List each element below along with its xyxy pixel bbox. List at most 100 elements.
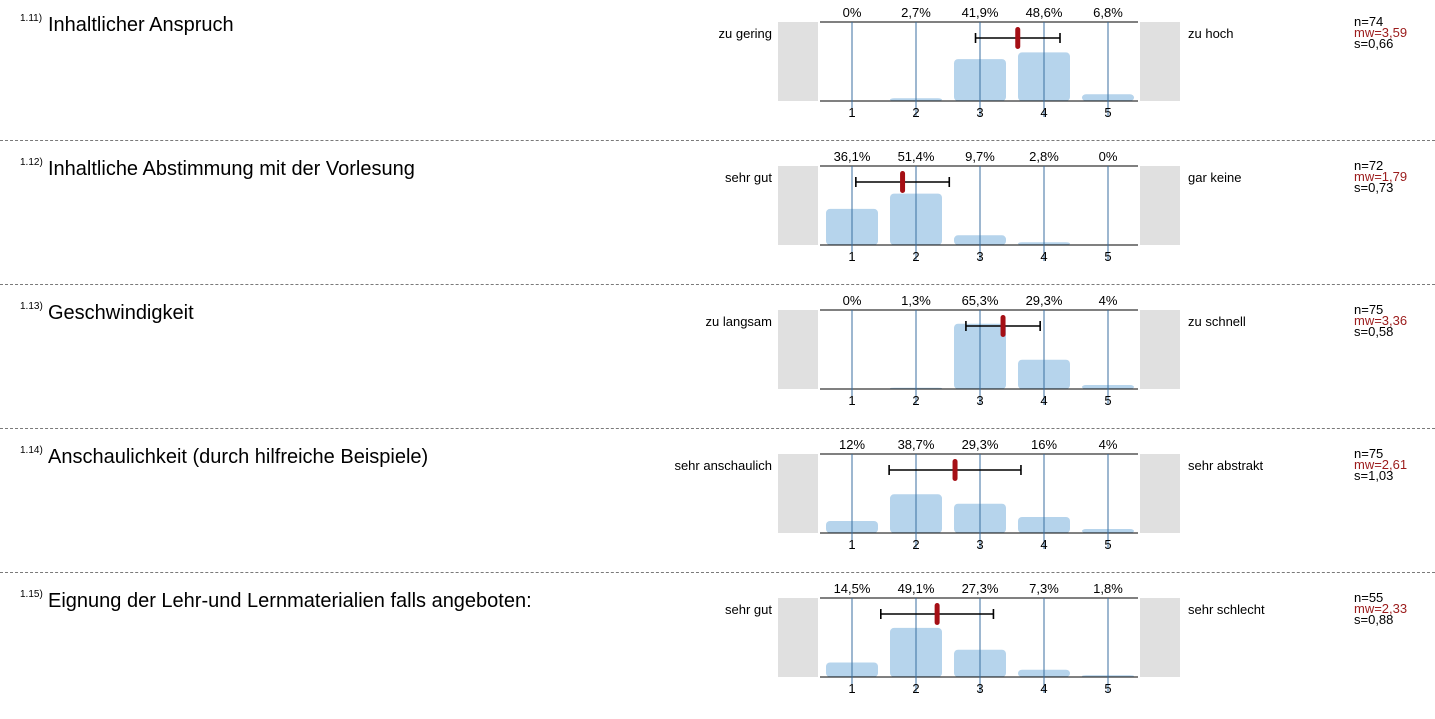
- category-label: 4: [1040, 393, 1047, 408]
- mean-marker: [900, 171, 906, 193]
- mean-marker: [1015, 27, 1021, 49]
- category-label: 4: [1040, 105, 1047, 120]
- histogram-chart: 0% 1,3% 65,3% 29,3% 4% 1 2 3 4 5: [778, 293, 1180, 408]
- category-label: 4: [1040, 681, 1047, 696]
- scale-right-label: sehr schlecht: [1188, 602, 1265, 617]
- category-label: 3: [976, 105, 983, 120]
- question-number: 1.14): [20, 445, 43, 456]
- scale-right-label: sehr abstrakt: [1188, 458, 1264, 473]
- mean-marker: [1000, 315, 1006, 337]
- question-row: 1.15) Eignung der Lehr-und Lernmaterialie…: [0, 576, 1435, 719]
- question-title: Anschaulichkeit (durch hilfreiche Beispi…: [48, 446, 429, 468]
- stat-sd: s=0,73: [1354, 180, 1394, 195]
- category-label: 3: [976, 537, 983, 552]
- stat-sd: s=1,03: [1354, 468, 1394, 483]
- row-divider: [0, 284, 1435, 285]
- question-row: 1.12) Inhaltliche Abstimmung mit der Vorl…: [0, 144, 1435, 287]
- stats-block: n=75 mw=3,36 s=0,58: [1354, 302, 1408, 339]
- stat-n: n=75: [1354, 302, 1384, 317]
- category-label: 1: [848, 105, 855, 120]
- category-label: 5: [1104, 249, 1111, 264]
- side-panel-right: [1140, 598, 1180, 677]
- percent-label: 6,8%: [1093, 5, 1123, 20]
- scale-right-label: zu schnell: [1188, 314, 1246, 329]
- histogram-chart: 36,1% 51,4% 9,7% 2,8% 0% 1 2 3 4 5: [778, 149, 1180, 264]
- percent-label: 29,3%: [1026, 293, 1063, 308]
- percent-label: 29,3%: [962, 437, 999, 452]
- percent-label: 12%: [839, 437, 865, 452]
- mean-marker: [952, 459, 958, 481]
- side-panel-left: [778, 22, 818, 101]
- percent-label: 27,3%: [962, 581, 999, 596]
- histogram-chart: 0% 2,7% 41,9% 48,6% 6,8% 1 2 3 4 5: [778, 5, 1180, 120]
- stat-n: n=72: [1354, 158, 1384, 173]
- stat-sd: s=0,58: [1354, 324, 1394, 339]
- percent-label: 48,6%: [1026, 5, 1063, 20]
- scale-left-label: zu gering: [718, 26, 772, 41]
- category-label: 2: [912, 393, 919, 408]
- stat-mean: mw=3,59: [1354, 25, 1408, 40]
- percent-label: 41,9%: [962, 5, 999, 20]
- question-number: 1.15): [20, 589, 43, 600]
- stats-block: n=55 mw=2,33 s=0,88: [1354, 590, 1407, 626]
- percent-label: 14,5%: [834, 581, 871, 596]
- percent-label: 0%: [843, 5, 862, 20]
- question-number: 1.11): [20, 13, 43, 24]
- percent-label: 2,7%: [901, 5, 931, 20]
- category-label: 4: [1040, 249, 1047, 264]
- row-divider: [0, 572, 1435, 573]
- question-row: 1.13) Geschwindigkeit zu langsam zu schnell…: [0, 288, 1435, 431]
- percent-label: 65,3%: [962, 293, 999, 308]
- category-label: 3: [976, 393, 983, 408]
- percent-label: 0%: [843, 293, 862, 308]
- scale-left-label: sehr anschaulich: [674, 458, 772, 473]
- category-label: 2: [912, 249, 919, 264]
- stat-n: n=75: [1354, 446, 1384, 461]
- percent-label: 49,1%: [898, 581, 935, 596]
- stats-block: n=74 mw=3,59 s=0,66: [1354, 14, 1408, 51]
- histogram-chart: 12% 38,7% 29,3% 16% 4% 1 2 3 4 5: [778, 437, 1180, 552]
- scale-left-label: sehr gut: [725, 170, 772, 185]
- percent-label: 51,4%: [898, 149, 935, 164]
- scale-right-label: zu hoch: [1188, 26, 1234, 41]
- category-label: 1: [848, 249, 855, 264]
- question-title: Inhaltlicher Anspruch: [48, 14, 234, 36]
- percent-label: 2,8%: [1029, 149, 1059, 164]
- category-label: 2: [912, 537, 919, 552]
- question-number: 1.12): [20, 157, 43, 168]
- stat-mean: mw=3,36: [1354, 313, 1408, 328]
- percent-label: 36,1%: [834, 149, 871, 164]
- side-panel-right: [1140, 166, 1180, 245]
- category-label: 1: [848, 393, 855, 408]
- category-label: 5: [1104, 393, 1111, 408]
- question-title: Inhaltliche Abstimmung mit der Vorlesung: [48, 158, 415, 180]
- question-row: 1.11) Inhaltlicher Anspruch zu gering zu ho…: [0, 0, 1435, 143]
- stat-mean: mw=2,61: [1354, 457, 1408, 472]
- scale-left-label: sehr gut: [725, 602, 772, 617]
- histogram-chart: 14,5% 49,1% 27,3% 7,3% 1,8% 1 2 3 4 5: [778, 581, 1180, 696]
- percent-label: 16%: [1031, 437, 1057, 452]
- side-panel-left: [778, 454, 818, 533]
- stat-mean: mw=1,79: [1354, 169, 1408, 184]
- scale-right-label: gar keine: [1188, 170, 1242, 185]
- stat-n: n=55: [1354, 590, 1384, 605]
- percent-label: 0%: [1099, 149, 1118, 164]
- stat-n: n=74: [1354, 14, 1384, 29]
- category-label: 4: [1040, 537, 1047, 552]
- category-label: 5: [1104, 681, 1111, 696]
- question-title: Geschwindigkeit: [48, 302, 194, 324]
- mean-marker: [934, 603, 940, 625]
- category-label: 5: [1104, 537, 1111, 552]
- side-panel-right: [1140, 310, 1180, 389]
- side-panel-left: [778, 166, 818, 245]
- category-label: 2: [912, 681, 919, 696]
- question-title: Eignung der Lehr-und Lernmaterialien fal…: [48, 590, 532, 612]
- stats-block: n=72 mw=1,79 s=0,73: [1354, 158, 1408, 195]
- category-label: 5: [1104, 105, 1111, 120]
- percent-label: 9,7%: [965, 149, 995, 164]
- percent-label: 38,7%: [898, 437, 935, 452]
- category-label: 1: [848, 681, 855, 696]
- side-panel-left: [778, 310, 818, 389]
- stat-sd: s=0,66: [1354, 36, 1394, 51]
- stats-block: n=75 mw=2,61 s=1,03: [1354, 446, 1408, 483]
